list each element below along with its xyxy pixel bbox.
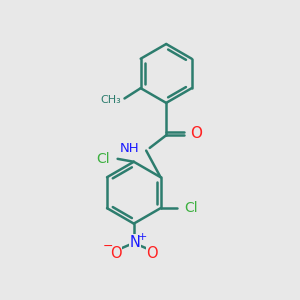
Text: O: O [190,126,202,141]
Text: −: − [103,240,113,253]
Text: Cl: Cl [184,201,198,215]
Text: N: N [129,235,140,250]
Text: +: + [137,232,147,242]
Text: NH: NH [120,142,140,155]
Text: O: O [146,246,158,261]
Text: O: O [110,246,122,261]
Text: CH₃: CH₃ [101,95,122,105]
Text: Cl: Cl [97,152,110,166]
